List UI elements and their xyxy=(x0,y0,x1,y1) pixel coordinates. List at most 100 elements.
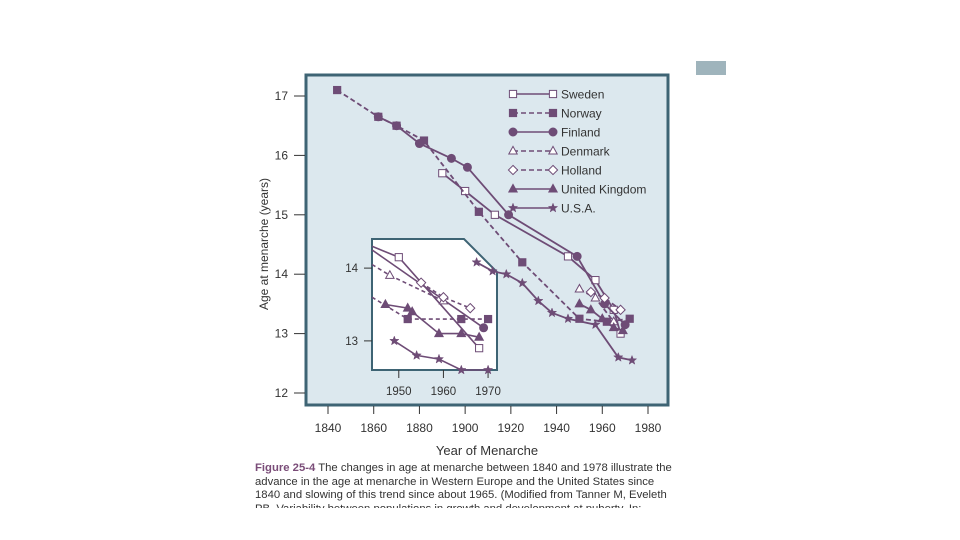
data-point-united-kingdom xyxy=(597,313,608,323)
data-point-united-kingdom xyxy=(617,324,628,335)
legend-marker xyxy=(548,108,558,118)
data-point-u-s-a xyxy=(626,354,638,365)
data-point-u-s-a xyxy=(562,313,574,324)
x-tick-label: 1860 xyxy=(360,421,387,435)
inset-data-point-norway xyxy=(403,314,412,324)
data-point-denmark xyxy=(574,283,585,293)
legend-label: Holland xyxy=(561,164,602,178)
inset-data-point-u-s-a xyxy=(433,353,445,364)
data-point-norway xyxy=(474,207,483,216)
series-line-norway xyxy=(336,89,630,323)
legend-label: Sweden xyxy=(561,88,604,102)
x-tick-label: 1960 xyxy=(589,421,616,435)
figure-caption: Figure 25-4 The changes in age at menarc… xyxy=(255,462,675,508)
y-tick-label: 17 xyxy=(275,89,289,103)
legend-marker xyxy=(508,89,518,99)
data-point-holland xyxy=(585,286,597,298)
inset-data-point-sweden xyxy=(394,253,403,262)
legend-item-u-s-a: U.S.A. xyxy=(507,202,596,216)
series-holland xyxy=(585,286,626,316)
inset-series-norway xyxy=(371,296,493,324)
inset-series-holland xyxy=(415,277,476,314)
legend-marker xyxy=(508,108,518,118)
x-axis-label: Year of Menarche xyxy=(436,443,538,458)
inset-data-point-finland xyxy=(479,323,489,333)
inset-y-tick-label: 13 xyxy=(345,336,358,348)
inset-x-tick-label: 1970 xyxy=(475,386,501,398)
data-point-sweden xyxy=(438,169,447,178)
series-line-u-s-a xyxy=(476,261,633,362)
inset-x-tick-label: 1950 xyxy=(386,386,412,398)
inset-series-united-kingdom xyxy=(380,298,485,341)
data-point-finland xyxy=(373,112,383,122)
inset-data-point-united-kingdom xyxy=(433,327,445,338)
inset-data-point-u-s-a xyxy=(482,364,494,375)
y-tick-label: 16 xyxy=(275,148,289,162)
x-tick-label: 1900 xyxy=(452,421,479,435)
data-point-norway xyxy=(575,314,584,323)
data-point-finland xyxy=(572,251,582,261)
inset-x-tick-label: 1960 xyxy=(431,386,457,398)
legend-marker xyxy=(547,145,559,155)
series-denmark xyxy=(574,283,619,326)
legend-item-norway: Norway xyxy=(508,107,602,121)
legend-marker xyxy=(548,89,558,99)
inset-data-point-holland xyxy=(415,277,427,288)
data-point-u-s-a xyxy=(546,307,558,318)
x-tick-label: 1840 xyxy=(315,421,342,435)
data-point-holland xyxy=(599,292,610,304)
caption-label: Figure 25-4 xyxy=(255,462,316,474)
x-tick-label: 1880 xyxy=(406,421,433,435)
x-tick-label: 1980 xyxy=(635,421,662,435)
inset-data-point-u-s-a xyxy=(455,364,467,375)
corner-tab-decoration xyxy=(696,61,726,75)
inset-data-point-united-kingdom xyxy=(380,298,391,308)
data-point-finland xyxy=(392,121,402,131)
data-point-u-s-a xyxy=(500,268,512,279)
legend-marker xyxy=(507,145,519,155)
inset-data-point-u-s-a xyxy=(389,335,400,346)
data-point-finland xyxy=(504,210,514,220)
data-point-norway xyxy=(518,258,527,267)
legend-item-denmark: Denmark xyxy=(507,145,611,159)
data-point-sweden xyxy=(563,252,573,261)
series-line-holland xyxy=(590,291,622,311)
y-tick-label: 12 xyxy=(275,386,289,400)
legend-marker xyxy=(507,164,519,176)
data-point-finland xyxy=(446,153,456,163)
legend-item-united-kingdom: United Kingdom xyxy=(507,183,646,197)
inset-data-point-norway xyxy=(483,314,493,324)
legend-marker xyxy=(508,127,518,137)
data-point-sweden xyxy=(490,210,499,219)
legend-label: Finland xyxy=(561,126,600,140)
y-axis-label: Age at menarche (years) xyxy=(257,178,271,310)
y-tick-label: 15 xyxy=(275,208,289,222)
legend-marker xyxy=(547,202,559,213)
series-sweden xyxy=(438,169,625,338)
inset-series-sweden xyxy=(371,245,484,353)
legend-label: Norway xyxy=(561,107,602,121)
inset-series-u-s-a xyxy=(389,335,494,375)
y-tick-label: 13 xyxy=(275,327,289,341)
inset-data-point-u-s-a xyxy=(411,349,422,360)
inset-y-tick-label: 14 xyxy=(345,263,358,275)
x-tick-label: 1940 xyxy=(543,421,570,435)
inset-data-point-united-kingdom xyxy=(474,331,485,341)
legend-marker xyxy=(547,183,559,193)
data-point-u-s-a xyxy=(516,277,528,288)
inset-data-point-sweden xyxy=(475,344,484,353)
data-point-u-s-a xyxy=(471,256,482,267)
data-point-u-s-a xyxy=(590,319,601,330)
x-tick-label: 1920 xyxy=(498,421,525,435)
inset-series-line-finland xyxy=(371,249,485,329)
legend-marker xyxy=(507,202,519,213)
y-tick-label: 14 xyxy=(275,267,289,281)
inset-data-point-holland xyxy=(438,291,449,303)
data-point-u-s-a xyxy=(613,351,624,362)
data-point-norway xyxy=(333,85,342,95)
data-point-united-kingdom xyxy=(585,304,596,314)
legend-item-finland: Finland xyxy=(508,126,600,140)
inset-data-point-norway xyxy=(457,314,466,324)
data-point-denmark xyxy=(590,292,601,302)
legend-label: United Kingdom xyxy=(561,183,646,197)
